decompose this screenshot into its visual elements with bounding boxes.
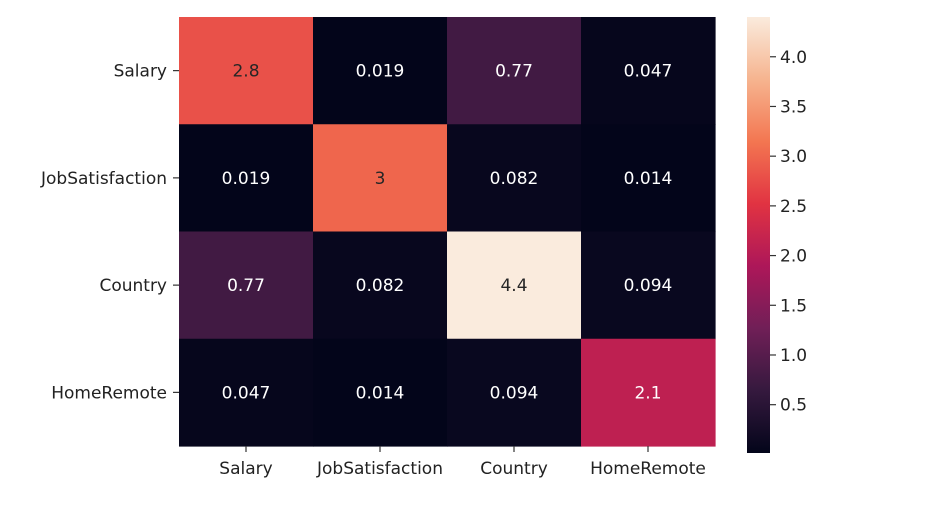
heatmap-cell-1-1 <box>313 124 448 233</box>
heatmap-cell-0-3 <box>581 17 716 125</box>
x-tick-label-2: Country <box>480 459 548 479</box>
cell-label-0-1: 0.019 <box>356 62 405 82</box>
heatmap-cell-3-3 <box>581 338 716 447</box>
y-tick-label-3: HomeRemote <box>51 383 167 403</box>
x-axis: Salary JobSatisfaction Country HomeRemote <box>219 446 706 479</box>
heatmap-cell-0-0 <box>179 17 314 125</box>
y-tick-label-2: Country <box>99 276 167 296</box>
y-tick-label-0: Salary <box>114 62 167 82</box>
x-tick-label-1: JobSatisfaction <box>316 459 443 479</box>
heatmap-cell-1-3 <box>581 124 716 233</box>
heatmap-cell-2-3 <box>581 231 716 340</box>
cell-label-1-1: 3 <box>375 169 386 189</box>
heatmap-cell-0-1 <box>313 17 448 125</box>
cell-label-3-3: 2.1 <box>634 383 661 403</box>
colorbar-tick-label-3: 2.0 <box>780 247 807 267</box>
colorbar-gradient <box>747 17 770 453</box>
colorbar-tick-label-5: 3.0 <box>780 147 807 167</box>
heatmap-cell-3-0 <box>179 338 314 447</box>
cell-label-2-3: 0.094 <box>624 276 673 296</box>
colorbar: 0.5 1.0 1.5 2.0 2.5 3.0 3.5 4.0 <box>747 17 807 453</box>
cell-label-1-2: 0.082 <box>490 169 539 189</box>
x-tick-label-0: Salary <box>219 459 272 479</box>
heatmap-cell-labels: 2.8 0.019 0.77 0.047 0.019 3 0.082 0.014 0.77 0.0… <box>222 62 673 404</box>
heatmap-cell-3-1 <box>313 338 448 447</box>
heatmap-cell-3-2 <box>447 338 582 447</box>
cell-label-0-0: 2.8 <box>232 62 259 82</box>
cell-label-2-2: 4.4 <box>500 276 527 296</box>
y-axis: Salary JobSatisfaction Country HomeRemote <box>40 62 179 403</box>
colorbar-tick-label-2: 1.5 <box>780 296 807 316</box>
cell-label-2-0: 0.77 <box>227 276 265 296</box>
cell-label-3-0: 0.047 <box>222 383 271 403</box>
cell-label-0-2: 0.77 <box>495 62 533 82</box>
colorbar-tick-label-7: 4.0 <box>780 48 807 68</box>
colorbar-tick-label-0: 0.5 <box>780 396 807 416</box>
heatmap-cell-0-2 <box>447 17 582 125</box>
cell-label-3-2: 0.094 <box>490 383 539 403</box>
cell-label-3-1: 0.014 <box>356 383 405 403</box>
y-tick-label-1: JobSatisfaction <box>40 169 167 189</box>
heatmap-cell-2-0 <box>179 231 314 340</box>
x-tick-label-3: HomeRemote <box>590 459 706 479</box>
colorbar-tick-label-4: 2.5 <box>780 197 807 217</box>
heatmap-cell-2-2 <box>447 231 582 340</box>
heatmap-cell-1-0 <box>179 124 314 233</box>
colorbar-tick-label-6: 3.5 <box>780 97 807 117</box>
colorbar-tick-label-1: 1.0 <box>780 346 807 366</box>
cell-label-1-3: 0.014 <box>624 169 673 189</box>
heatmap-cells <box>179 17 716 447</box>
heatmap-cell-1-2 <box>447 124 582 233</box>
heatmap-cell-2-1 <box>313 231 448 340</box>
cell-label-1-0: 0.019 <box>222 169 271 189</box>
cell-label-0-3: 0.047 <box>624 62 673 82</box>
cell-label-2-1: 0.082 <box>356 276 405 296</box>
